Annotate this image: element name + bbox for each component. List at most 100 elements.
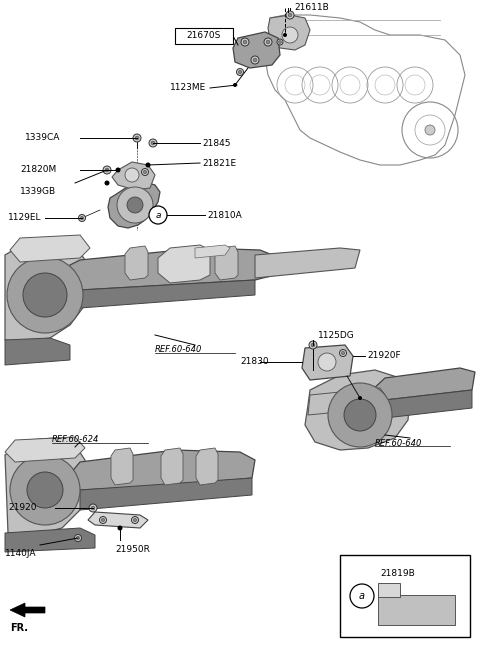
Polygon shape — [268, 15, 310, 50]
Text: 1339CA: 1339CA — [25, 134, 60, 142]
Circle shape — [283, 33, 287, 37]
Circle shape — [266, 40, 270, 44]
Circle shape — [142, 169, 148, 176]
Circle shape — [425, 125, 435, 135]
Circle shape — [253, 58, 257, 62]
Circle shape — [237, 68, 243, 75]
Circle shape — [239, 70, 241, 73]
Text: 21819B: 21819B — [380, 569, 415, 577]
Circle shape — [103, 166, 111, 174]
Circle shape — [89, 504, 97, 512]
Text: REF.60-640: REF.60-640 — [155, 346, 203, 354]
Circle shape — [279, 41, 281, 43]
Polygon shape — [80, 280, 255, 308]
Bar — [378, 595, 455, 625]
Circle shape — [288, 13, 292, 17]
Text: 1339GB: 1339GB — [20, 188, 56, 197]
Circle shape — [91, 506, 95, 510]
Polygon shape — [5, 338, 70, 365]
Text: FR.: FR. — [10, 623, 28, 633]
Polygon shape — [88, 512, 148, 528]
Circle shape — [117, 187, 153, 223]
Circle shape — [149, 139, 157, 147]
Circle shape — [264, 38, 272, 46]
Circle shape — [149, 206, 167, 224]
Text: 21820M: 21820M — [20, 165, 56, 174]
Text: 21821E: 21821E — [202, 159, 236, 167]
Circle shape — [27, 472, 63, 508]
Circle shape — [127, 197, 143, 213]
Circle shape — [311, 343, 315, 347]
Circle shape — [144, 171, 146, 174]
Circle shape — [251, 56, 259, 64]
Polygon shape — [308, 388, 385, 415]
Circle shape — [145, 163, 151, 167]
Circle shape — [151, 141, 155, 145]
Text: 1123ME: 1123ME — [170, 83, 206, 92]
Circle shape — [79, 215, 85, 222]
Text: 21670S: 21670S — [187, 31, 221, 41]
Circle shape — [116, 167, 120, 173]
Circle shape — [328, 383, 392, 447]
Text: 21950R: 21950R — [115, 546, 150, 554]
Circle shape — [80, 216, 84, 220]
Circle shape — [105, 168, 109, 172]
Circle shape — [318, 353, 336, 371]
Polygon shape — [215, 246, 238, 280]
Circle shape — [277, 39, 283, 45]
Circle shape — [118, 525, 122, 531]
Circle shape — [282, 27, 298, 43]
Polygon shape — [385, 390, 472, 418]
Polygon shape — [5, 528, 95, 552]
Polygon shape — [161, 448, 183, 485]
Circle shape — [91, 506, 96, 510]
Circle shape — [7, 257, 83, 333]
Text: 21920: 21920 — [8, 504, 36, 512]
Circle shape — [75, 535, 81, 541]
Text: 21611B: 21611B — [294, 3, 329, 12]
Circle shape — [125, 168, 139, 182]
Circle shape — [233, 83, 237, 87]
Text: a: a — [359, 591, 365, 601]
Circle shape — [23, 273, 67, 317]
Bar — [340, 555, 470, 637]
Circle shape — [309, 341, 317, 349]
Polygon shape — [111, 448, 133, 485]
Polygon shape — [370, 368, 475, 400]
Polygon shape — [80, 478, 252, 510]
Bar — [175, 28, 233, 44]
Text: REF.60-640: REF.60-640 — [375, 438, 422, 447]
Circle shape — [76, 537, 80, 540]
Circle shape — [134, 136, 140, 140]
Circle shape — [99, 516, 107, 523]
Polygon shape — [5, 438, 88, 535]
Text: 1129EL: 1129EL — [8, 213, 41, 222]
Polygon shape — [108, 182, 160, 228]
Circle shape — [10, 455, 80, 525]
Circle shape — [339, 350, 347, 356]
Polygon shape — [196, 448, 218, 485]
Circle shape — [135, 136, 139, 140]
Polygon shape — [195, 245, 230, 258]
Circle shape — [133, 134, 141, 142]
Polygon shape — [302, 345, 353, 380]
Polygon shape — [255, 248, 360, 278]
Polygon shape — [10, 603, 45, 617]
Circle shape — [311, 342, 315, 348]
Circle shape — [350, 584, 374, 608]
Circle shape — [344, 399, 376, 431]
Circle shape — [101, 518, 105, 522]
Text: a: a — [155, 211, 161, 220]
Text: 21830: 21830 — [240, 358, 269, 367]
Text: 21845: 21845 — [202, 138, 230, 148]
Circle shape — [151, 140, 156, 146]
Polygon shape — [5, 437, 85, 462]
Circle shape — [241, 38, 249, 46]
Text: 1125DG: 1125DG — [318, 331, 355, 340]
Bar — [378, 583, 400, 597]
Polygon shape — [65, 450, 255, 490]
Polygon shape — [305, 370, 410, 450]
Circle shape — [74, 535, 82, 541]
Circle shape — [358, 396, 362, 400]
Circle shape — [105, 180, 109, 186]
